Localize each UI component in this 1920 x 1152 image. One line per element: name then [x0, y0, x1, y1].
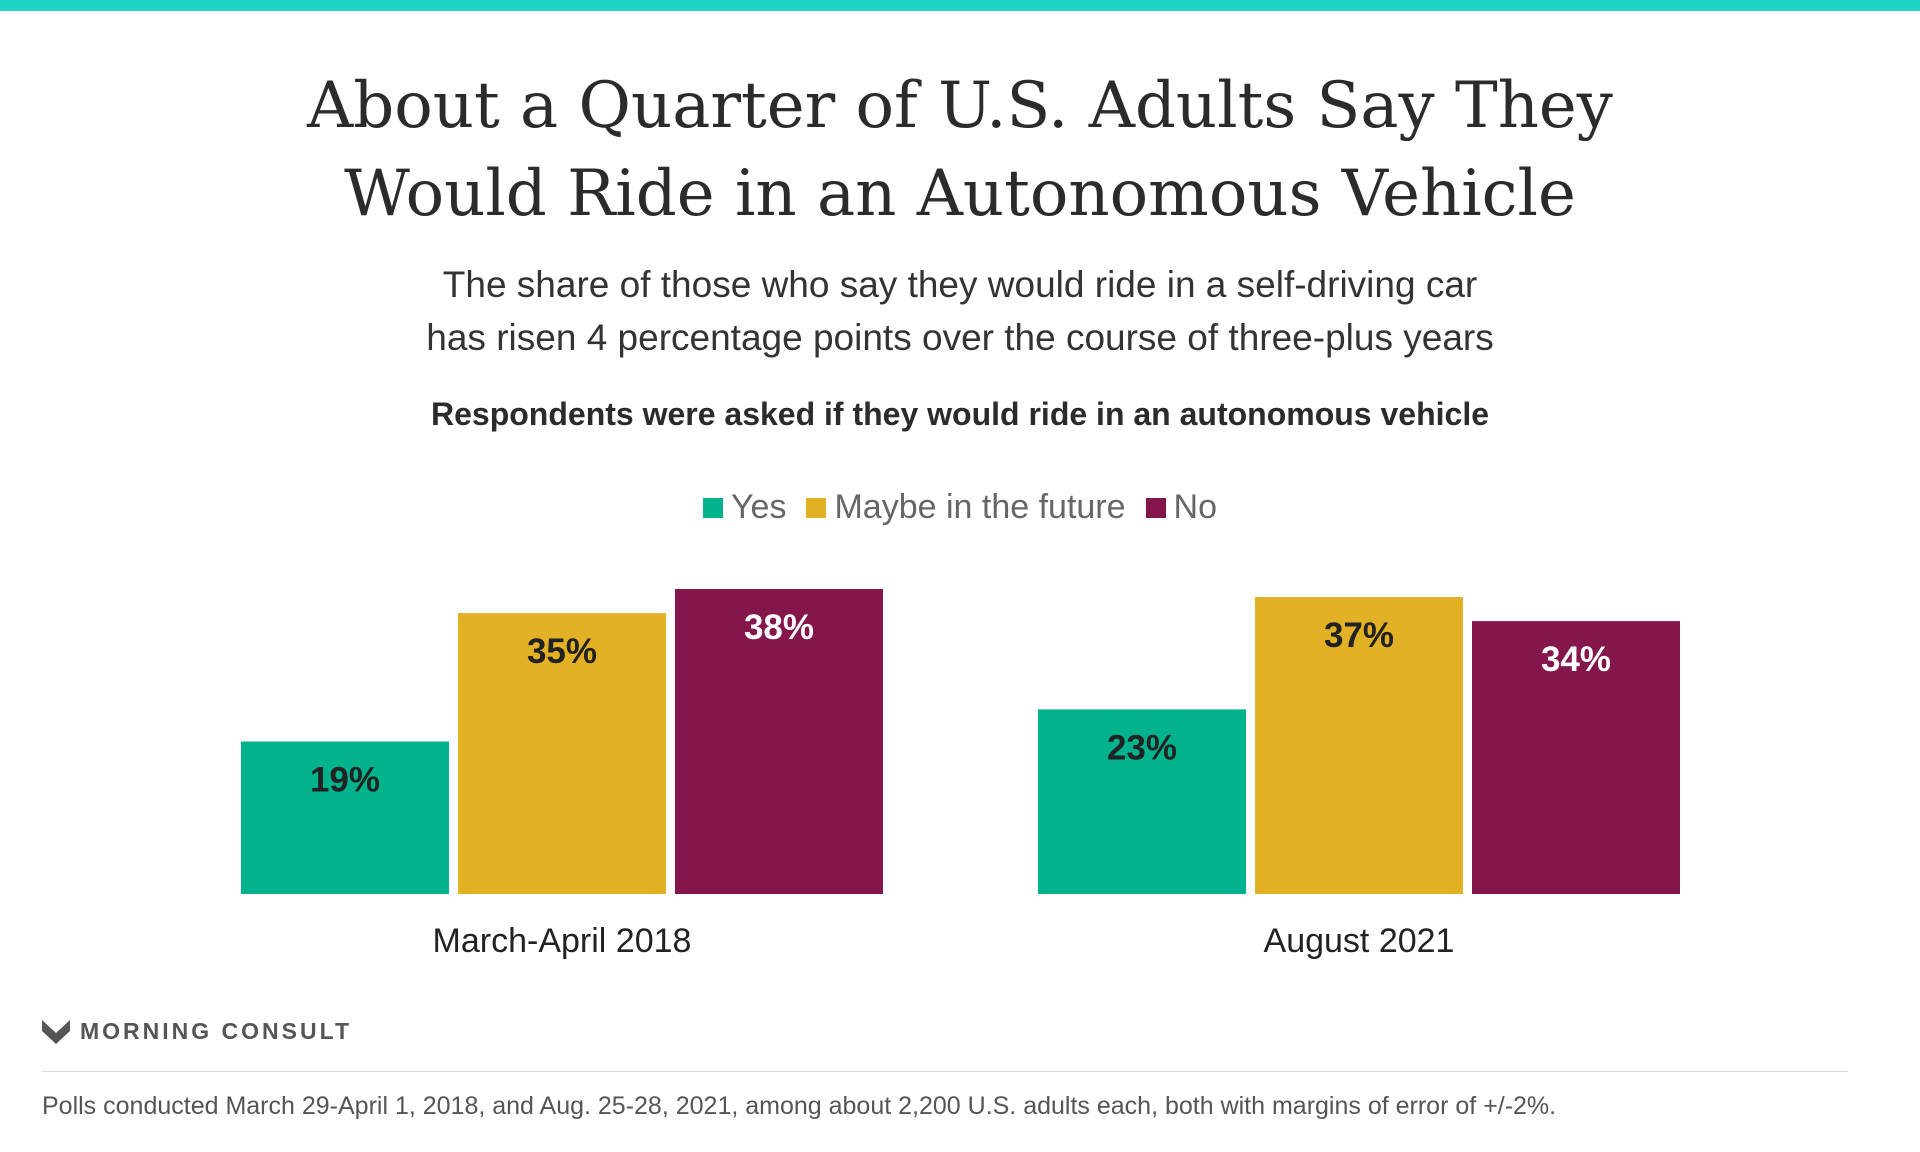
- footer-divider: [42, 1071, 1848, 1072]
- chart-title-line-1: About a Quarter of U.S. Adults Say They: [307, 69, 1613, 143]
- legend-item-yes: Yes: [703, 488, 786, 527]
- data-label-yes-2: 23%: [1107, 728, 1177, 767]
- bar-no-2: [1472, 621, 1680, 894]
- legend-label-yes: Yes: [731, 488, 787, 526]
- morning-consult-m-icon: [42, 1019, 70, 1044]
- bar-yes-2: [1038, 709, 1246, 894]
- survey-question: Respondents were asked if they would rid…: [431, 396, 1489, 432]
- data-label-maybe-1: 35%: [527, 632, 597, 671]
- bar-yes-1: [241, 741, 449, 894]
- category-label-1: March-April 2018: [433, 922, 692, 960]
- chart-subtitle-line-1: The share of those who say they would ri…: [442, 264, 1478, 305]
- data-label-no-1: 38%: [744, 608, 814, 647]
- bar-no-1: [675, 589, 883, 894]
- brand-name: MORNING CONSULT: [80, 1018, 353, 1044]
- legend-label-maybe: Maybe in the future: [834, 488, 1126, 526]
- chart-subtitle: The share of those who say they would ri…: [0, 258, 1920, 364]
- chart-subtitle-line-2: has risen 4 percentage points over the c…: [426, 317, 1494, 358]
- legend-swatch-yes: [703, 497, 723, 518]
- data-label-maybe-2: 37%: [1324, 616, 1394, 655]
- legend-swatch-maybe: [806, 497, 827, 518]
- data-label-no-2: 34%: [1541, 640, 1611, 679]
- legend-item-maybe: Maybe in the future: [806, 488, 1126, 527]
- legend-swatch-no: [1145, 497, 1166, 518]
- chart-title: About a Quarter of U.S. Adults Say They …: [0, 62, 1920, 238]
- bar-maybe-2: [1255, 597, 1463, 894]
- bar-maybe-1: [458, 613, 666, 894]
- top-accent-bar: [0, 0, 1920, 11]
- legend-item-no: No: [1145, 488, 1217, 527]
- legend-label-no: No: [1173, 488, 1217, 526]
- chart-legend: Yes Maybe in the future No: [0, 488, 1920, 527]
- data-label-yes-1: 19%: [310, 761, 380, 800]
- chart-title-line-2: Would Ride in an Autonomous Vehicle: [344, 157, 1576, 231]
- category-label-2: August 2021: [1264, 922, 1455, 960]
- methodology-footnote: Polls conducted March 29-April 1, 2018, …: [42, 1092, 1557, 1120]
- brand-logo: MORNING CONSULT: [42, 1018, 352, 1045]
